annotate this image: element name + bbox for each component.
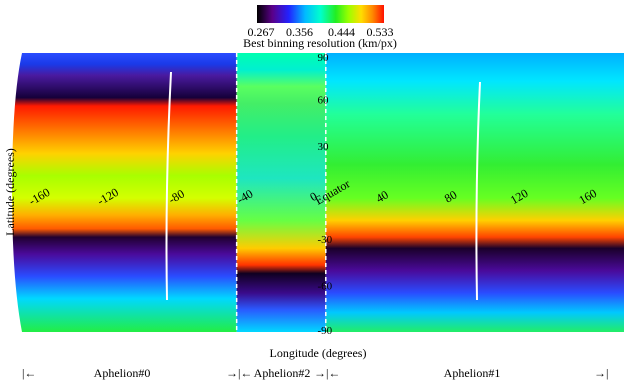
latitude-tick-label: -30 [318, 234, 333, 246]
y-axis-label: Latitude (degrees) [3, 148, 17, 236]
segment-label-aphelion1: Aphelion#1 [444, 366, 501, 380]
colorbar-tick-label: 0.533 [367, 25, 394, 39]
latitude-tick-label: -90 [318, 325, 333, 337]
latitude-tick-label: 90 [318, 52, 330, 64]
segment-aphelion1-field [325, 53, 624, 332]
latitude-tick-label: 30 [318, 141, 330, 153]
latitude-tick-labels: -90 -60 -30 30 60 90 [318, 52, 333, 337]
longitude-tick-label: -40 [235, 186, 256, 206]
bracket-mid-right: →|← [314, 366, 340, 380]
latitude-tick-label: 60 [318, 95, 330, 107]
longitude-tick-label: -80 [166, 186, 187, 206]
colorbar-tick-label: 0.267 [248, 25, 275, 39]
colorbar-tick-label: 0.444 [328, 25, 355, 39]
latitude-tick-label: -60 [318, 281, 333, 293]
map-area: -160 -120 -80 -40 0 40 80 120 160 -90-60-3030609… [7, 52, 624, 337]
colorbar-ticks: 0.267 0.356 0.444 0.533 [248, 25, 394, 39]
x-axis-label: Longitude (degrees) [270, 346, 367, 360]
colorbar-tick-label: 0.356 [286, 25, 313, 39]
bracket-right-end: →| [594, 366, 608, 380]
segment-brackets: |← Aphelion#0 →|← Aphelion#2 →|← Aphelio… [22, 366, 608, 380]
segment-label-aphelion0: Aphelion#0 [94, 366, 151, 380]
colorbar-gradient [257, 5, 384, 23]
segment-aphelion2-field [236, 53, 326, 332]
gap-stripe-aphelion1 [475, 82, 481, 300]
gap-stripe-aphelion0 [165, 72, 172, 300]
bracket-mid-left: →|← [226, 366, 252, 380]
segment-aphelion0-field [7, 53, 237, 332]
colorbar-label: Best binning resolution (km/px) [243, 36, 397, 50]
colorbar: 0.267 0.356 0.444 0.533 Best binning resolu… [243, 5, 397, 50]
segment-label-aphelion2: Aphelion#2 [254, 366, 311, 380]
left-edge-mask [7, 53, 22, 332]
bracket-left-end: |← [22, 366, 36, 380]
